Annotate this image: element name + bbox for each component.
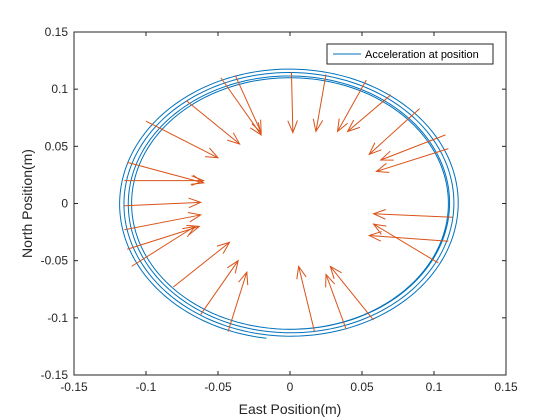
arrow-shaft xyxy=(380,134,446,161)
acceleration-arrow xyxy=(127,161,205,185)
arrow-shaft xyxy=(368,108,420,155)
x-tick-label: 0.1 xyxy=(426,380,443,394)
arrow-head xyxy=(372,209,386,220)
arrow-shaft xyxy=(127,161,204,184)
arrow-shaft xyxy=(369,235,449,242)
acceleration-arrow xyxy=(336,79,367,133)
arrow-shaft xyxy=(220,77,262,136)
x-tick-label: -0.1 xyxy=(136,380,157,394)
acceleration-arrow xyxy=(220,77,262,137)
acceleration-arrow xyxy=(346,94,392,133)
arrow-shaft xyxy=(200,260,239,315)
acceleration-arrow xyxy=(124,197,203,209)
arrow-shaft xyxy=(329,266,374,321)
acceleration-arrow xyxy=(312,74,327,133)
acceleration-arrow xyxy=(296,265,315,332)
acceleration-arrow xyxy=(186,100,241,145)
plot-content xyxy=(119,68,459,339)
arrow-shaft xyxy=(145,120,219,159)
arrow-shaft xyxy=(373,223,439,264)
arrow-head xyxy=(375,162,390,173)
arrow-head xyxy=(336,118,348,133)
ticks: -0.15 -0.1 -0.05 0 0.05 0.1 0.15 -0.15 -0.1 -0.05… xyxy=(41,25,518,394)
arrow-shaft xyxy=(234,75,262,133)
x-tick-label: 0.15 xyxy=(494,380,518,394)
acceleration-arrow xyxy=(227,270,249,332)
acceleration-arrow xyxy=(368,108,420,156)
arrow-shaft xyxy=(124,214,201,231)
arrow-head xyxy=(250,122,262,137)
acceleration-arrow xyxy=(372,209,453,220)
acceleration-arrow xyxy=(200,259,239,315)
acceleration-arrow xyxy=(379,134,446,161)
x-tick-label: 0.05 xyxy=(350,380,374,394)
arrow-shaft xyxy=(290,72,294,133)
arrow-head xyxy=(329,265,342,279)
acceleration-arrow xyxy=(375,148,449,173)
trajectory-line xyxy=(119,68,459,339)
legend: Acceleration at position xyxy=(326,43,494,65)
arrow-shaft xyxy=(337,79,367,132)
y-tick-label: 0.05 xyxy=(45,139,69,153)
y-axis-label: North Position(m) xyxy=(19,149,35,258)
arrow-head xyxy=(251,119,262,134)
arrow-head xyxy=(312,118,324,133)
arrow-shaft xyxy=(124,201,201,207)
arrow-shaft xyxy=(127,225,200,250)
arrow-head xyxy=(188,197,203,209)
arrow-head xyxy=(227,132,241,145)
arrow-shaft xyxy=(347,94,392,132)
arrow-head xyxy=(227,259,239,274)
arrow-head xyxy=(287,120,298,134)
arrow-head xyxy=(325,273,336,288)
legend-entry: Acceleration at position xyxy=(365,49,479,61)
arrow-shaft xyxy=(131,225,196,267)
arrow-head xyxy=(238,270,249,286)
acceleration-arrow xyxy=(329,265,374,321)
arrow-shaft xyxy=(298,266,315,332)
arrow-shaft xyxy=(186,100,240,145)
arrow-head xyxy=(205,147,220,159)
arrow-head xyxy=(379,150,394,161)
x-tick-label: -0.05 xyxy=(204,380,232,394)
arrow-shaft xyxy=(376,148,449,172)
plot-area xyxy=(119,68,459,339)
acceleration-arrow xyxy=(124,212,203,231)
arrow-shaft xyxy=(373,213,453,218)
legend-box xyxy=(326,43,494,65)
y-tick-label: -0.1 xyxy=(47,311,68,325)
y-tick-label: 0.1 xyxy=(51,82,68,96)
acceleration-arrow xyxy=(325,273,347,330)
acceleration-arrow xyxy=(234,75,262,134)
x-tick-label: -0.15 xyxy=(60,380,88,394)
arrow-shaft xyxy=(173,241,230,288)
arrow-head xyxy=(296,265,307,280)
arrow-head xyxy=(367,231,382,242)
y-tick-label: 0 xyxy=(61,197,68,211)
arrow-head xyxy=(216,241,231,254)
y-tick-label: -0.15 xyxy=(41,368,69,382)
arrow-shaft xyxy=(227,271,248,332)
acceleration-arrow xyxy=(367,231,449,242)
x-axis-label: East Position(m) xyxy=(239,401,342,417)
arrow-head xyxy=(372,223,387,235)
arrow-head xyxy=(190,174,205,185)
x-tick-label: 0 xyxy=(287,380,294,394)
arrow-head xyxy=(187,212,203,223)
acceleration-arrow xyxy=(127,224,201,250)
y-tick-label: -0.05 xyxy=(41,254,69,268)
arrow-head xyxy=(368,142,382,156)
arrow-shaft xyxy=(315,74,327,132)
y-tick-label: 0.15 xyxy=(45,25,69,39)
acceleration-arrow xyxy=(372,223,439,264)
acceleration-arrow xyxy=(287,72,298,134)
arrow-shaft xyxy=(325,274,347,330)
acceleration-arrow xyxy=(173,241,231,288)
acceleration-arrow xyxy=(145,120,220,159)
arrow-head xyxy=(186,224,201,236)
arrow-head xyxy=(346,119,361,133)
